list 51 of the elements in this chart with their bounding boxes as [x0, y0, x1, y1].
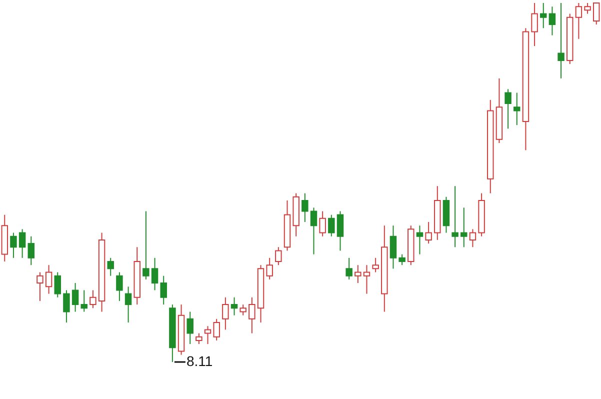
candlestick: [18, 228, 26, 258]
candlestick: [196, 332, 202, 345]
candlestick: [10, 232, 17, 258]
candlestick: [240, 304, 246, 316]
candlestick: [514, 92, 520, 126]
candlestick: [540, 2, 547, 29]
candlestick: [63, 290, 70, 324]
candlestick: [469, 228, 476, 248]
annotation: 8.11: [186, 353, 213, 369]
candlestick: [186, 311, 194, 345]
candlestick: [72, 282, 79, 312]
candlestick: [425, 221, 432, 244]
candlestick: [584, 2, 591, 14]
candlestick: [310, 207, 318, 255]
candlestick: [142, 210, 150, 280]
candlestick: [575, 2, 582, 40]
candlestick: [548, 6, 556, 36]
candlestick: [160, 275, 167, 306]
candlestick: [558, 2, 564, 79]
candlestick: [390, 225, 397, 270]
candlestick: [90, 290, 96, 309]
candlestick: [266, 257, 273, 280]
candlestick: [222, 296, 229, 330]
candlestick: [28, 236, 34, 266]
candlestick: [328, 214, 335, 237]
candlestick: [363, 264, 370, 294]
candlestick: [372, 257, 379, 273]
candlestick: [398, 254, 406, 266]
candlestick: [230, 296, 238, 316]
candlestick: [319, 210, 326, 237]
candlestick: [107, 257, 114, 276]
candlestick: [116, 272, 123, 302]
candlestick: [54, 272, 61, 298]
candlestick: [460, 207, 468, 248]
candlestick: [452, 186, 458, 248]
candlestick: [531, 2, 538, 47]
candlestick: [124, 286, 132, 324]
candlestick: [36, 272, 44, 302]
candlestick: [346, 257, 352, 280]
candlestick: [275, 246, 282, 266]
candlestick: [416, 225, 424, 255]
candlestick: [504, 88, 512, 130]
candlestick: [248, 296, 256, 334]
candlestick: [302, 192, 308, 222]
candlestick: [204, 326, 212, 345]
candlestick: [151, 257, 158, 291]
candlestick: [80, 290, 88, 312]
candlestick: [354, 264, 362, 284]
candlestick: [45, 264, 52, 294]
candlestick: [336, 210, 344, 252]
candlestick: [213, 318, 220, 341]
